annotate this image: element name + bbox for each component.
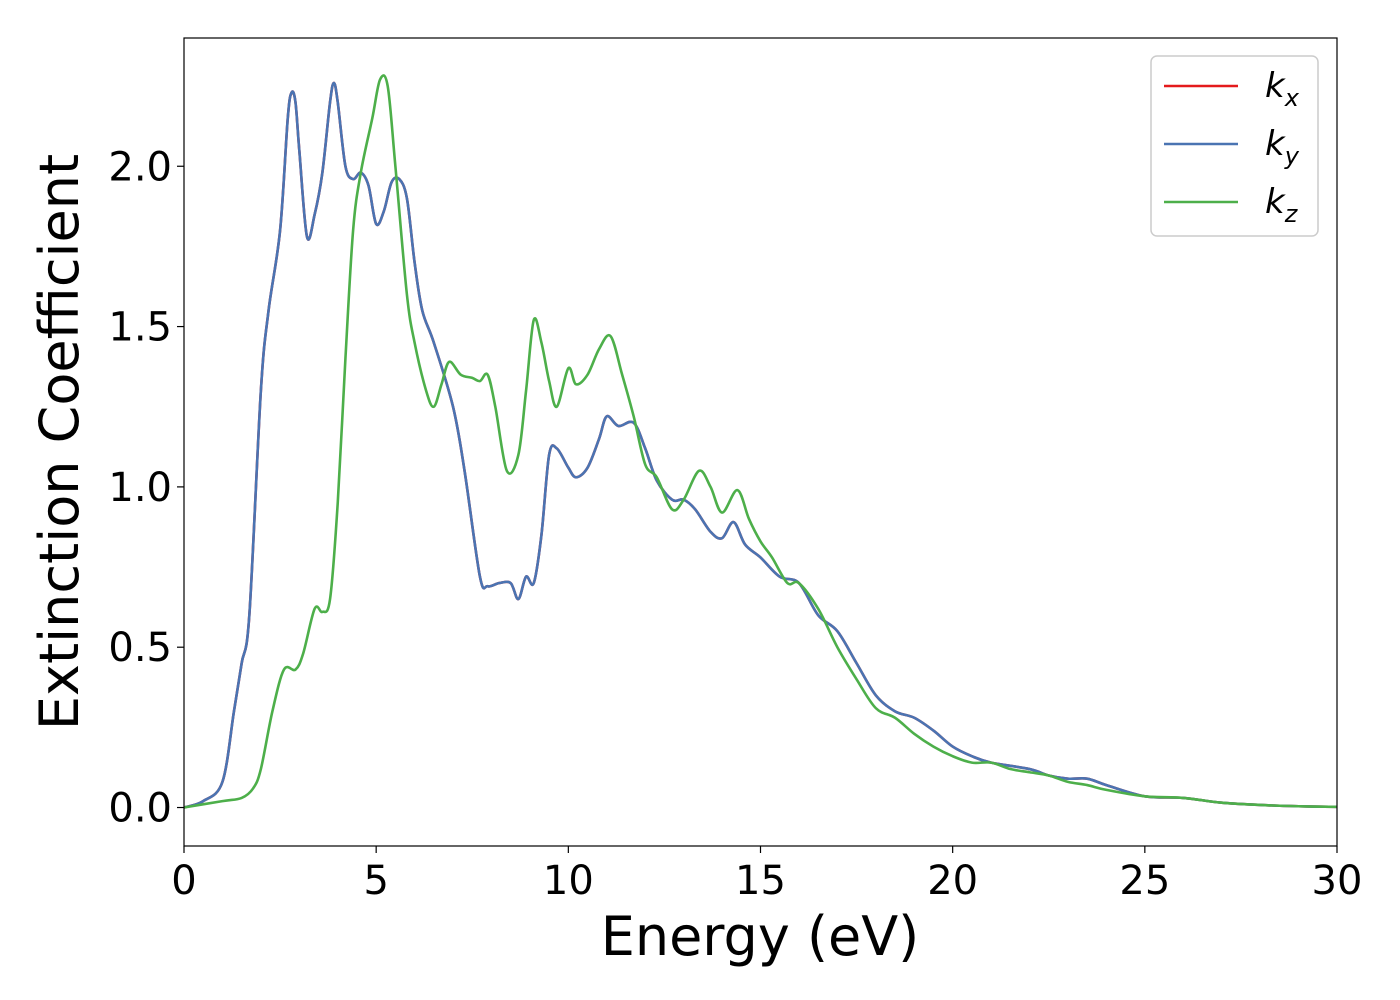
x-tick-label: 0 xyxy=(171,858,196,904)
y-tick-label: 0.5 xyxy=(108,625,172,671)
series-line-z xyxy=(183,74,1338,809)
series-line-y xyxy=(183,81,1338,809)
legend-box xyxy=(1150,55,1319,237)
legend: kx ky kz xyxy=(1150,55,1319,237)
y-tick-label: 1.5 xyxy=(108,305,172,351)
series-layer xyxy=(183,74,1338,809)
x-tick-label: 25 xyxy=(1119,858,1170,904)
x-axis: 0 5 10 15 20 25 30 xyxy=(171,846,1362,904)
y-tick-label: 2.0 xyxy=(108,144,172,190)
x-tick-label: 5 xyxy=(363,858,388,904)
legend-label-z: kz xyxy=(1265,182,1299,228)
x-axis-title: Energy (eV) xyxy=(601,905,920,968)
x-tick-label: 10 xyxy=(543,858,594,904)
y-axis-title: Extinction Coefficient xyxy=(28,154,91,730)
y-tick-label: 1.0 xyxy=(108,465,172,511)
y-tick-label: 0.0 xyxy=(108,786,172,832)
y-axis: 0.0 0.5 1.0 1.5 2.0 xyxy=(108,144,184,832)
legend-label-y: ky xyxy=(1265,124,1300,170)
x-tick-label: 30 xyxy=(1312,858,1363,904)
legend-label-x: kx xyxy=(1265,66,1300,112)
x-tick-label: 15 xyxy=(735,858,786,904)
x-tick-label: 20 xyxy=(927,858,978,904)
